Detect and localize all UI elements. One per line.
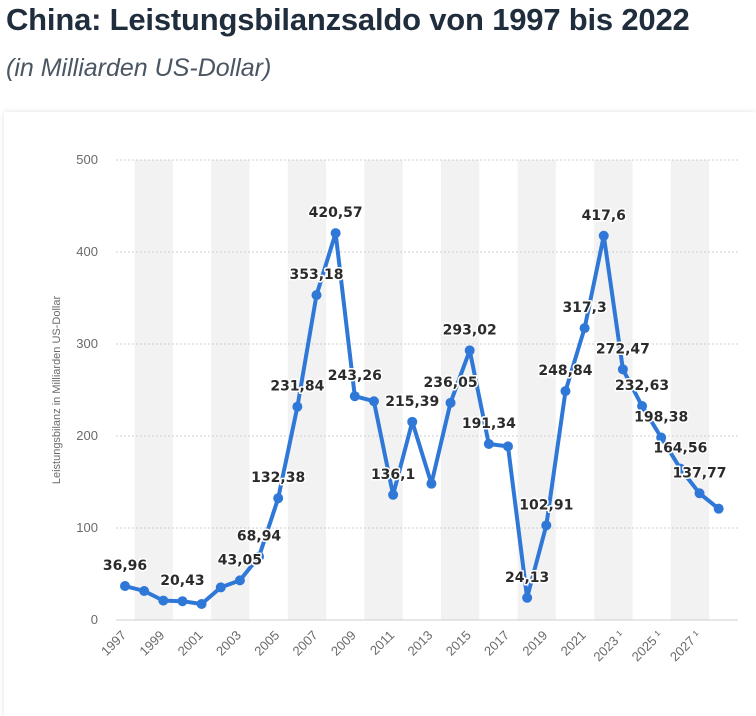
- x-tick-label: 2001: [175, 628, 206, 659]
- year-band: [364, 160, 403, 620]
- year-band: [440, 160, 480, 620]
- data-point: [368, 396, 379, 407]
- x-tick-label: 2005: [251, 628, 282, 659]
- data-point: [656, 432, 667, 443]
- x-tick-label: 2023 ¹: [590, 627, 627, 664]
- data-point: [349, 391, 360, 402]
- data-point: [541, 520, 552, 531]
- data-point: [273, 493, 284, 504]
- data-point: [234, 575, 245, 586]
- x-tick-label: 2013: [404, 628, 435, 659]
- data-point: [483, 438, 494, 449]
- data-label: 191,34: [462, 416, 516, 432]
- x-tick-label: 1997: [98, 628, 129, 659]
- x-tick-label: 2025 ¹: [629, 627, 666, 664]
- page-subtitle: (in Milliarden US-Dollar): [6, 54, 272, 82]
- data-point: [196, 598, 207, 609]
- data-label: 20,43: [160, 573, 204, 589]
- data-label: 102,91: [519, 497, 573, 513]
- x-tick-label: 2011: [367, 628, 397, 658]
- y-tick-label: 400: [76, 244, 98, 259]
- data-point: [120, 580, 130, 591]
- data-label: 215,39: [385, 394, 439, 410]
- data-point: [579, 323, 590, 334]
- x-tick-label: 2017: [481, 628, 512, 659]
- year-band: [517, 160, 556, 620]
- x-axis-ticks: 1997 1999 2001 2003 2005 2007 2009 2011 2013 2015…: [98, 627, 704, 664]
- x-tick-label: 1999: [136, 628, 167, 659]
- x-tick-label: 2007: [290, 628, 321, 659]
- data-point: [426, 478, 437, 489]
- x-tick-label: 2027 ¹: [667, 627, 704, 664]
- data-label: 68,94: [237, 529, 282, 545]
- data-label: 164,56: [653, 441, 707, 457]
- data-point: [254, 551, 265, 562]
- year-bands: [134, 160, 710, 620]
- data-point: [464, 345, 475, 356]
- data-point: [617, 364, 628, 375]
- data-point: [139, 586, 150, 597]
- data-point: [177, 596, 188, 607]
- data-label: 136,1: [371, 467, 415, 483]
- x-tick-label: 2019: [519, 628, 550, 659]
- data-point: [407, 416, 418, 427]
- y-axis-label: Leistungsbilanz in Milliarden US-Dollar: [51, 296, 63, 485]
- data-label: 293,02: [443, 322, 497, 338]
- data-label: 243,26: [328, 368, 382, 384]
- data-point: [713, 503, 724, 514]
- data-label: 43,05: [218, 552, 262, 568]
- data-point: [330, 228, 341, 239]
- year-band: [211, 160, 250, 620]
- x-tick-label: 2003: [213, 628, 244, 659]
- y-tick-label: 300: [76, 336, 98, 351]
- grid-lines: [116, 159, 738, 621]
- y-axis-ticks: 0 100 200 300 400 500: [76, 152, 98, 627]
- data-label: 353,18: [289, 267, 343, 283]
- x-tick-label: 2015: [443, 628, 474, 659]
- y-tick-label: 100: [76, 520, 98, 535]
- data-point: [560, 386, 571, 397]
- data-label: 420,57: [309, 205, 363, 221]
- data-point: [445, 397, 456, 408]
- data-point: [158, 595, 169, 606]
- data-label: 24,13: [505, 570, 549, 586]
- data-point: [215, 582, 226, 593]
- y-tick-label: 200: [76, 428, 98, 443]
- data-point: [292, 401, 303, 412]
- page-title: China: Leistungsbilanzsaldo von 1997 bis…: [6, 2, 690, 37]
- data-label: 236,05: [424, 375, 478, 391]
- data-point: [522, 592, 533, 603]
- data-label: 231,84: [270, 379, 324, 395]
- data-labels: 36,96 20,43 43,05 68,94 132,38 231,84 353,18 42…: [101, 204, 728, 591]
- data-label: 36,96: [103, 558, 147, 574]
- y-tick-label: 0: [91, 612, 98, 627]
- data-label: 248,84: [538, 363, 592, 379]
- data-point: [637, 400, 648, 411]
- data-point: [598, 230, 609, 241]
- data-label: 132,38: [251, 470, 305, 486]
- data-label: 137,77: [672, 465, 726, 481]
- data-label: 198,38: [634, 409, 688, 425]
- data-point: [311, 290, 322, 301]
- data-label: 272,47: [596, 341, 650, 357]
- data-label: 317,3: [562, 300, 606, 316]
- x-tick-label: 2021: [558, 628, 589, 659]
- year-band: [134, 160, 173, 620]
- x-tick-label: 2009: [328, 628, 359, 659]
- y-tick-label: 500: [76, 152, 98, 167]
- year-band: [670, 160, 710, 620]
- data-point: [388, 489, 399, 500]
- data-points: [120, 228, 724, 609]
- data-label: 232,63: [615, 378, 669, 394]
- data-point: [694, 488, 705, 499]
- year-band: [287, 160, 327, 620]
- data-point: [503, 441, 513, 452]
- data-point: [675, 463, 686, 474]
- data-label: 417,6: [582, 208, 626, 224]
